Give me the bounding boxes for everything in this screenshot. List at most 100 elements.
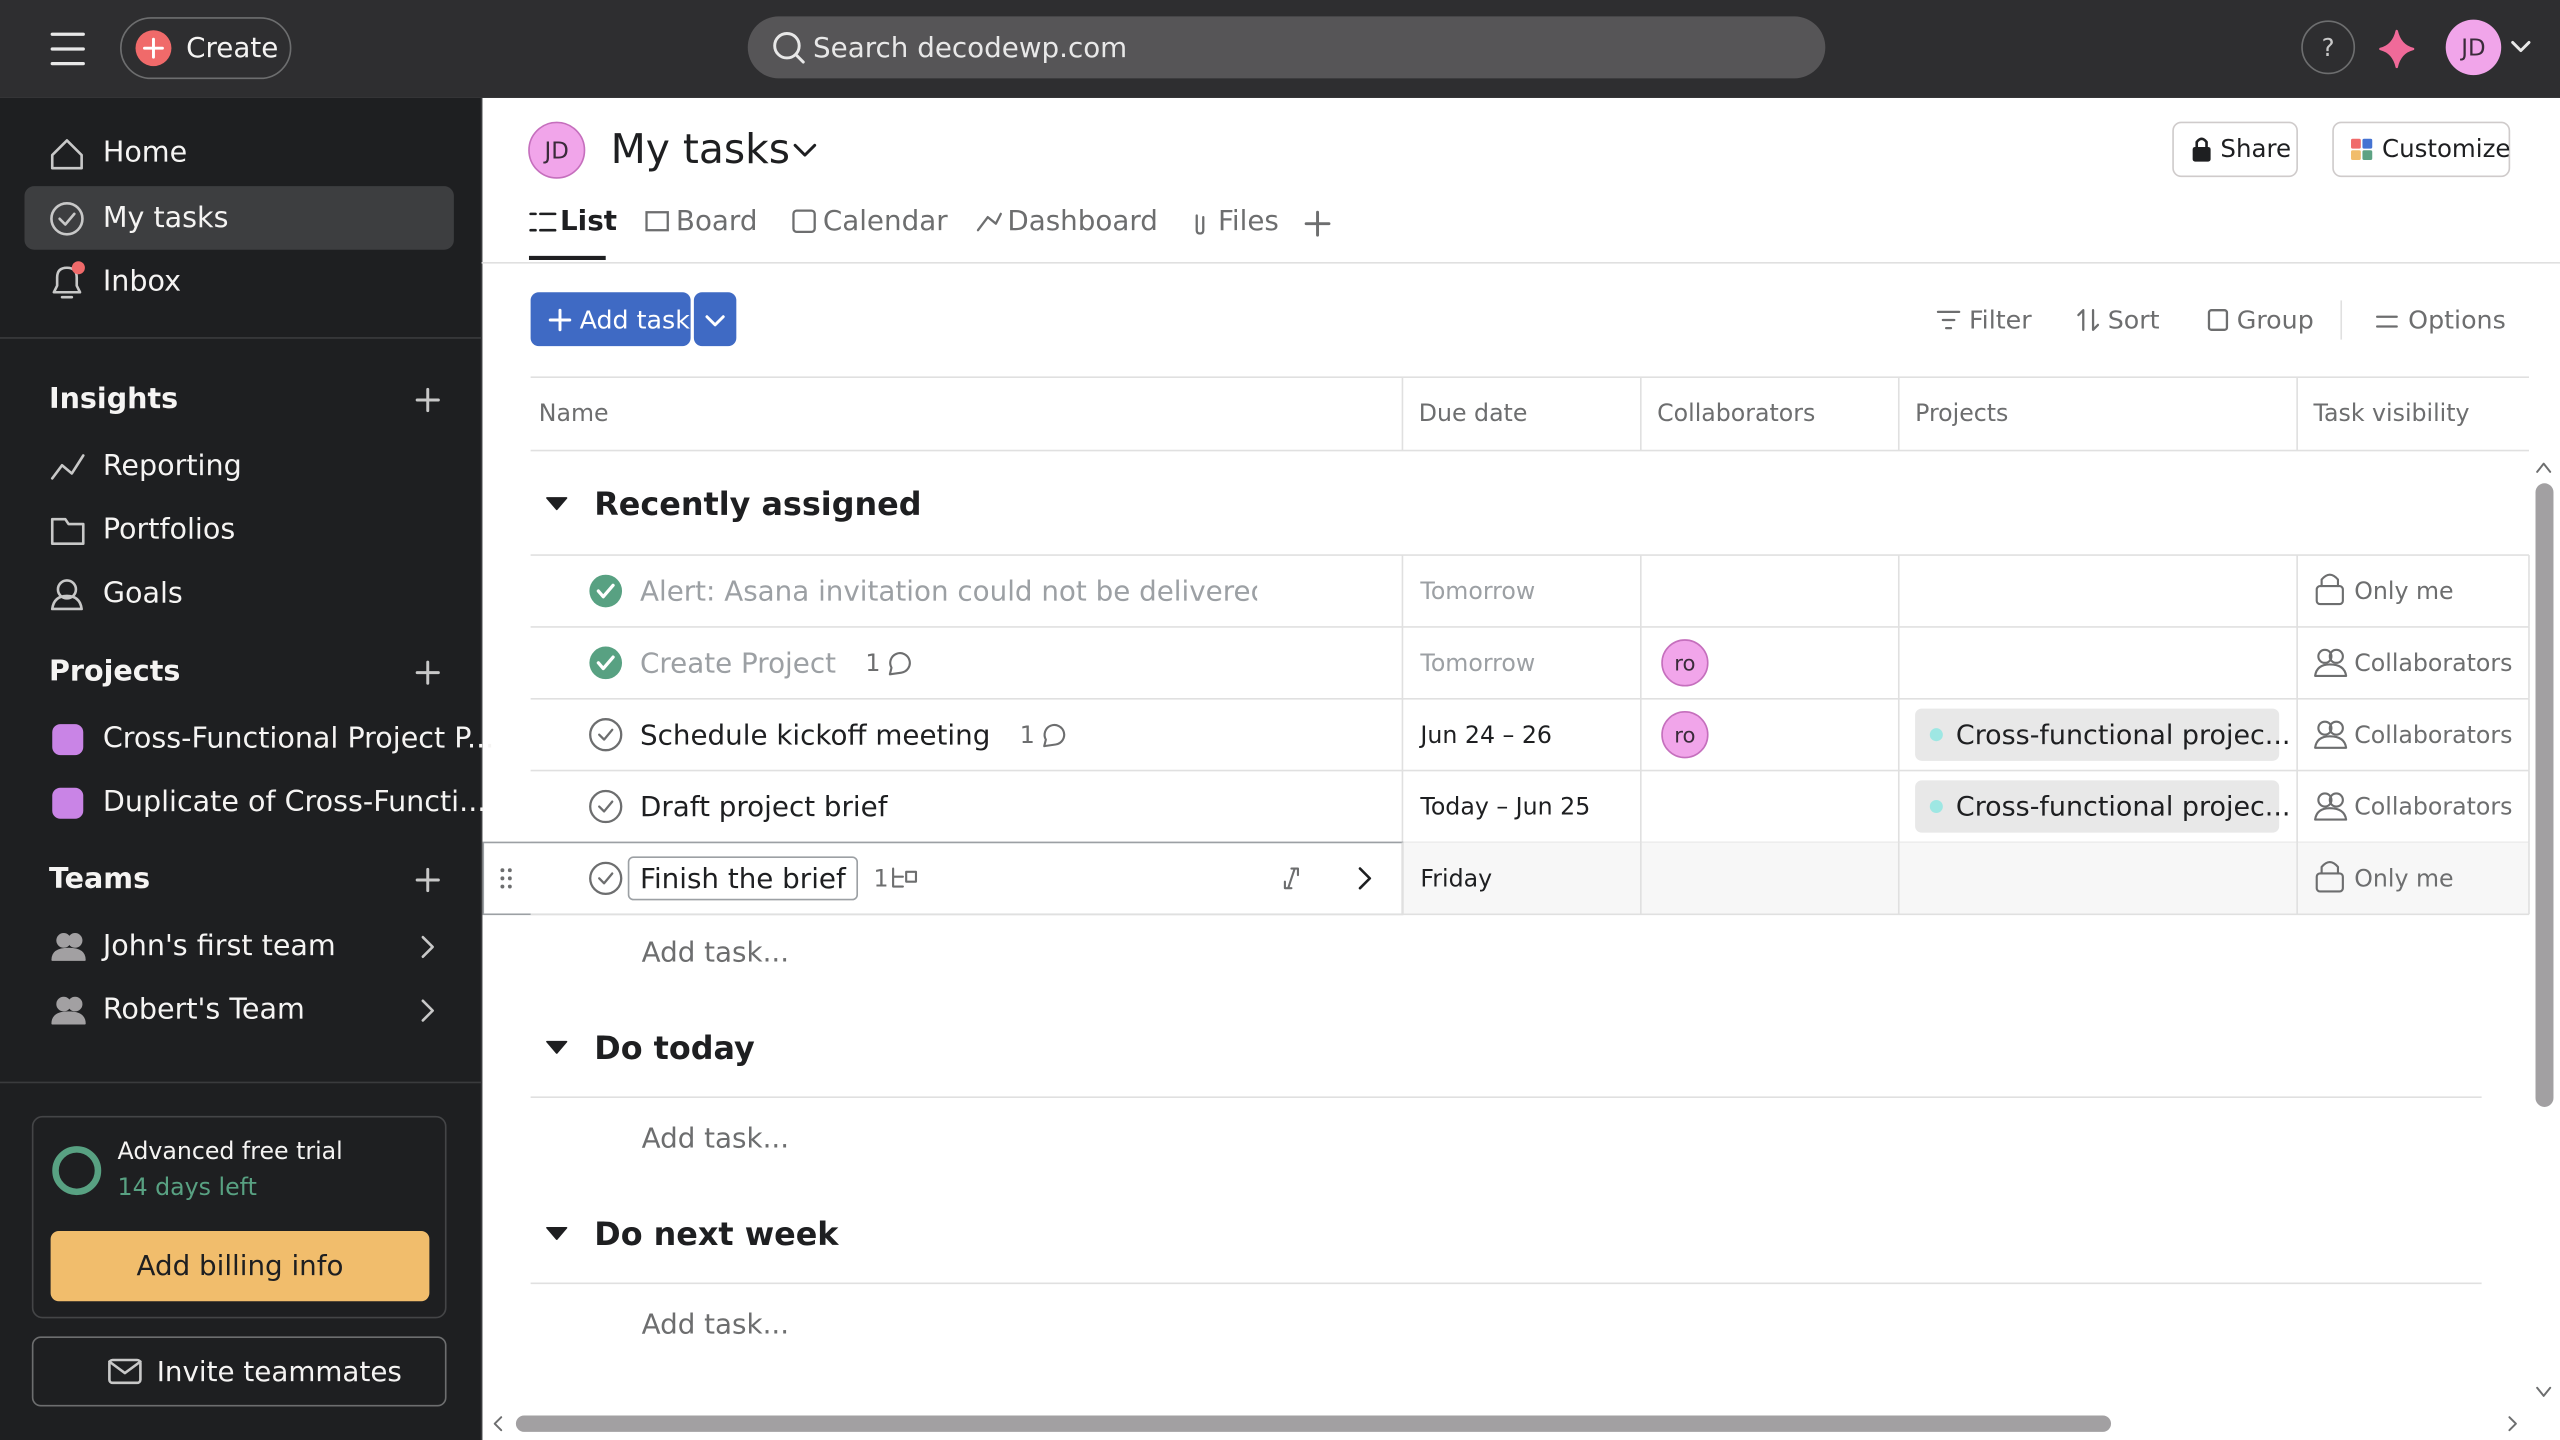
sidebar-item[interactable]: Cross-Functional Project P... <box>103 721 494 755</box>
tab[interactable]: Files <box>1218 204 1279 237</box>
avatar-label[interactable]: JD <box>2459 35 2485 61</box>
sidebar-item[interactable]: Portfolios <box>103 512 235 546</box>
column-header: Due date <box>1419 399 1528 427</box>
customize-icon <box>2362 150 2373 160</box>
nav-item[interactable]: Inbox <box>103 263 181 297</box>
project-dot <box>1929 800 1943 814</box>
notification-dot <box>71 261 85 275</box>
sidebar-item[interactable]: Goals <box>103 575 183 609</box>
h-scrollbar <box>515 1415 2112 1432</box>
collapse-icon <box>546 497 568 511</box>
nav-item[interactable]: Home <box>103 134 187 168</box>
nav-item[interactable]: My tasks <box>103 200 229 234</box>
plus-icon <box>415 387 440 413</box>
icon <box>56 579 78 600</box>
add-task-inline[interactable]: Add task... <box>642 935 789 968</box>
task-name[interactable]: Draft project brief <box>640 790 889 823</box>
tab[interactable]: Board <box>676 204 758 237</box>
billing-button[interactable] <box>50 1231 430 1302</box>
toolbar-button[interactable]: Sort <box>2108 306 2160 335</box>
options-icon <box>2376 315 2398 328</box>
home-icon <box>50 139 83 170</box>
task-name[interactable]: Finish the brief <box>640 862 847 895</box>
icon <box>2195 137 2208 149</box>
search-placeholder: Search decodewp.com <box>813 31 1127 64</box>
project-label[interactable]: Cross-functional projec... <box>1956 792 2291 823</box>
collapse-icon <box>546 1040 568 1054</box>
add-task-inline[interactable]: Add task... <box>642 1308 789 1341</box>
comment-icon <box>888 652 911 676</box>
create-label: Create <box>186 31 278 64</box>
sort-icon <box>2077 309 2100 331</box>
menu-icon <box>50 32 85 66</box>
tab[interactable]: List <box>560 204 617 237</box>
project-pill[interactable] <box>1915 708 2280 761</box>
customize-button[interactable] <box>2332 121 2511 178</box>
lock-icon <box>2192 146 2211 162</box>
tab[interactable]: Calendar <box>823 204 948 237</box>
collaborator-label: ro <box>1674 651 1695 676</box>
add-task-dropdown[interactable] <box>693 292 737 347</box>
section-title: Insights <box>49 381 178 415</box>
section-title: Do next week <box>594 1215 839 1253</box>
icon <box>50 454 85 480</box>
customize-label[interactable]: Customize <box>2382 134 2510 163</box>
project-pill[interactable] <box>1915 780 2280 833</box>
chevron-icon <box>793 143 817 157</box>
toolbar-button[interactable]: Group <box>2237 306 2314 335</box>
add-task-inline[interactable]: Add task... <box>642 1122 789 1155</box>
list-icon <box>529 212 557 232</box>
search-bar[interactable] <box>747 16 1826 79</box>
sidebar-item[interactable]: Robert's Team <box>103 992 305 1026</box>
help-button <box>2301 20 2356 75</box>
icon <box>598 728 614 741</box>
visibility-label: Collaborators <box>2354 721 2512 749</box>
sidebar-item[interactable]: Reporting <box>103 448 242 482</box>
invite-button[interactable] <box>31 1336 447 1407</box>
section-title: Teams <box>49 861 150 895</box>
invite-label[interactable]: Invite teammates <box>157 1355 402 1388</box>
board-icon <box>645 211 669 232</box>
share-button[interactable] <box>2172 121 2298 178</box>
tab[interactable]: Dashboard <box>1007 204 1158 237</box>
chevron-icon <box>2511 40 2531 53</box>
collaborator-label: ro <box>1674 723 1695 748</box>
task-name[interactable]: Alert: Asana invitation could not be del… <box>640 575 1341 608</box>
toolbar-button[interactable]: Filter <box>1969 306 2032 335</box>
column-header: Collaborators <box>1657 399 1815 427</box>
task-name[interactable]: Create Project <box>640 646 836 679</box>
create-button[interactable] <box>120 17 292 80</box>
project-color <box>52 787 84 819</box>
toolbar-button[interactable]: Options <box>2408 306 2506 335</box>
team-icon <box>51 1011 86 1025</box>
icon <box>67 933 83 948</box>
name-cell-focus <box>482 841 1404 916</box>
task-name[interactable]: Schedule kickoff meeting <box>640 718 990 751</box>
check-open <box>589 789 623 824</box>
add-task-label[interactable]: Add task <box>580 306 691 335</box>
team-icon <box>51 947 86 961</box>
icon <box>2317 792 2333 808</box>
share-label[interactable]: Share <box>2220 134 2291 163</box>
chevron-icon <box>705 315 725 327</box>
collaborator-avatar <box>1661 711 1709 759</box>
collapse-icon <box>546 1226 568 1240</box>
drag-handle <box>500 884 505 889</box>
help-label[interactable]: ? <box>2322 33 2335 62</box>
plus-icon <box>415 660 440 685</box>
add-task-button[interactable] <box>530 292 691 347</box>
filter-icon <box>1936 310 1961 330</box>
ai-icon <box>2379 29 2415 69</box>
project-label[interactable]: Cross-functional projec... <box>1956 720 2291 751</box>
section-title: Do today <box>594 1029 755 1067</box>
chevron-icon <box>1358 867 1372 890</box>
drag-handle <box>507 868 512 873</box>
comment-count: 1 <box>865 649 880 677</box>
sidebar-item[interactable]: Duplicate of Cross-Functi... <box>103 784 487 818</box>
check-open <box>589 718 623 752</box>
billing-label[interactable]: Add billing info <box>136 1249 343 1282</box>
section-title: Projects <box>49 654 180 688</box>
sidebar-item[interactable]: John's first team <box>101 928 336 962</box>
avatar <box>528 121 586 179</box>
